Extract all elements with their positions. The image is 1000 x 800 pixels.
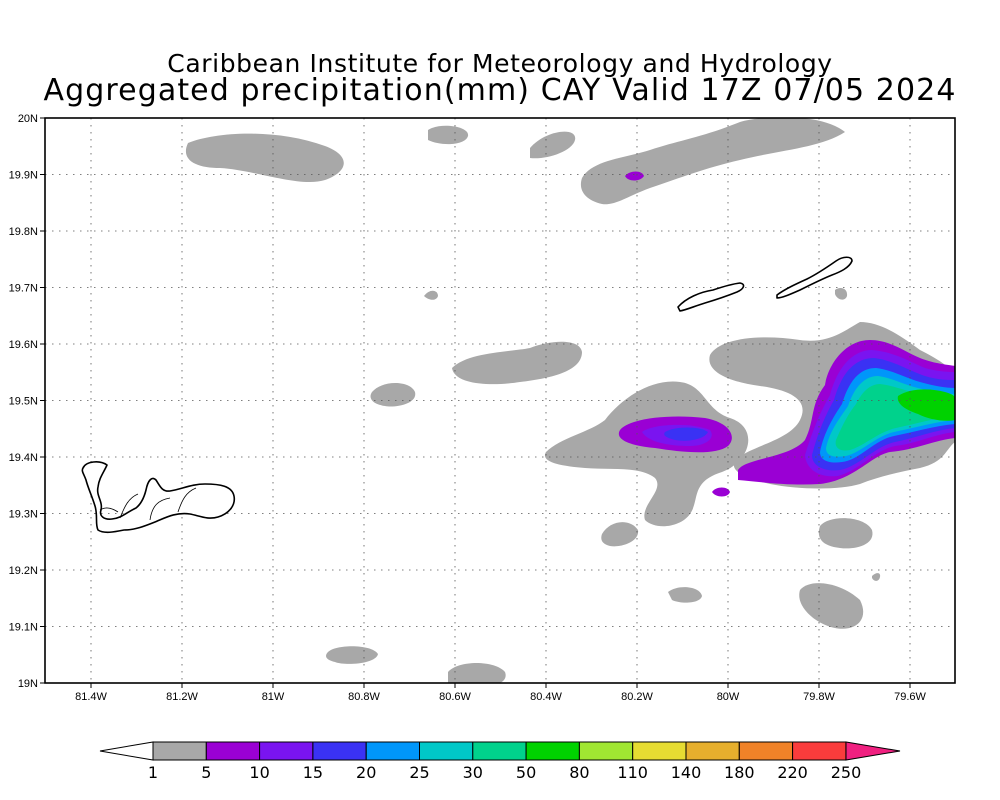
colorbar-segment bbox=[472, 741, 527, 761]
little-cayman-island bbox=[677, 282, 745, 312]
colorbar-over-arrow bbox=[845, 741, 901, 761]
colorbar-label: 25 bbox=[409, 763, 429, 782]
precip-areas-50-80mm bbox=[897, 389, 955, 421]
colorbar-label: 140 bbox=[671, 763, 702, 782]
lon-tick-label: 80.6W bbox=[439, 691, 471, 703]
lon-tick-label: 80.4W bbox=[530, 691, 562, 703]
longitude-labels: 81.4W 81.2W 81W 80.8W 80.6W 80.4W 80.2W … bbox=[75, 691, 926, 703]
precip-area-gray bbox=[818, 518, 873, 549]
precip-area-green bbox=[897, 389, 955, 421]
colorbar-segment bbox=[685, 741, 740, 761]
map-grid bbox=[45, 118, 955, 683]
colorbar-label: 220 bbox=[777, 763, 808, 782]
precip-area-gray bbox=[872, 573, 881, 581]
lon-tick-label: 81.4W bbox=[75, 691, 107, 703]
precip-area-purple bbox=[712, 487, 730, 497]
precip-area-gray bbox=[601, 522, 639, 547]
colorbar-label: 50 bbox=[516, 763, 536, 782]
colorbar-label: 5 bbox=[201, 763, 211, 782]
precip-area-gray bbox=[452, 341, 582, 385]
colorbar-segment bbox=[792, 741, 847, 761]
precip-area-gray bbox=[185, 133, 344, 183]
lon-tick-label: 79.6W bbox=[894, 691, 926, 703]
colorbar-label: 10 bbox=[249, 763, 269, 782]
lat-tick-label: 19.8N bbox=[9, 226, 38, 238]
colorbar-label: 80 bbox=[569, 763, 589, 782]
colorbar-segment bbox=[738, 741, 794, 761]
colorbar-label: 15 bbox=[303, 763, 323, 782]
precip-area-gray bbox=[668, 587, 702, 603]
grand-cayman-island bbox=[81, 461, 236, 534]
lat-tick-label: 19.4N bbox=[9, 452, 38, 464]
axis-tick-marks bbox=[40, 117, 911, 688]
precip-area-gray bbox=[581, 118, 845, 205]
lon-tick-label: 81W bbox=[262, 691, 285, 703]
precip-colorbar: 1 5 10 15 20 25 30 50 80 110 140 180 220… bbox=[99, 741, 901, 782]
precip-area-gray bbox=[799, 583, 864, 629]
lat-tick-label: 19.3N bbox=[9, 509, 38, 521]
lon-tick-label: 80.2W bbox=[621, 691, 653, 703]
colorbar-segment bbox=[419, 741, 474, 761]
precip-area-purple bbox=[625, 171, 644, 181]
colorbar-label: 30 bbox=[463, 763, 483, 782]
colorbar-segment bbox=[365, 741, 421, 761]
colorbar-label: 110 bbox=[617, 763, 648, 782]
colorbar-segment bbox=[152, 741, 207, 761]
colorbar-segment bbox=[259, 741, 314, 761]
lat-tick-label: 20N bbox=[18, 113, 38, 125]
precip-area-gray bbox=[424, 290, 438, 300]
lon-tick-label: 79.8W bbox=[803, 691, 835, 703]
lat-tick-label: 19.2N bbox=[9, 565, 38, 577]
precip-area-gray bbox=[428, 125, 469, 145]
precip-area-gray bbox=[326, 646, 378, 664]
lat-tick-label: 19.5N bbox=[9, 396, 38, 408]
colorbar-label: 20 bbox=[356, 763, 376, 782]
cayman-brac-island bbox=[776, 256, 853, 299]
lat-tick-label: 19.1N bbox=[9, 622, 38, 634]
colorbar-under-arrow bbox=[99, 741, 154, 761]
colorbar-segment bbox=[578, 741, 634, 761]
map-title-line2: Aggregated precipitation(mm) CAY Valid 1… bbox=[43, 73, 957, 108]
colorbar-segment bbox=[632, 741, 687, 761]
colorbar-label: 250 bbox=[831, 763, 862, 782]
lat-tick-label: 19.6N bbox=[9, 339, 38, 351]
precip-area-gray bbox=[530, 131, 576, 159]
latitude-labels: 19N 19.1N 19.2N 19.3N 19.4N 19.5N 19.6N … bbox=[9, 113, 38, 690]
lat-tick-label: 19.7N bbox=[9, 283, 38, 295]
precip-area-gray bbox=[448, 663, 506, 683]
island-district-lines bbox=[99, 487, 197, 521]
lon-tick-label: 81.2W bbox=[166, 691, 198, 703]
colorbar-label: 1 bbox=[148, 763, 158, 782]
lat-tick-label: 19N bbox=[18, 678, 38, 690]
colorbar-segment bbox=[205, 741, 261, 761]
colorbar-segment bbox=[525, 741, 580, 761]
colorbar-segment bbox=[312, 741, 367, 761]
lat-tick-label: 19.9N bbox=[9, 170, 38, 182]
precip-area-blue bbox=[664, 427, 708, 441]
cayman-islands-coastlines bbox=[81, 256, 853, 534]
precip-area-gray bbox=[835, 288, 848, 300]
lon-tick-label: 80.8W bbox=[348, 691, 380, 703]
lon-tick-label: 80W bbox=[717, 691, 740, 703]
map-title-line1: Caribbean Institute for Meteorology and … bbox=[167, 49, 833, 78]
colorbar-label: 180 bbox=[724, 763, 755, 782]
